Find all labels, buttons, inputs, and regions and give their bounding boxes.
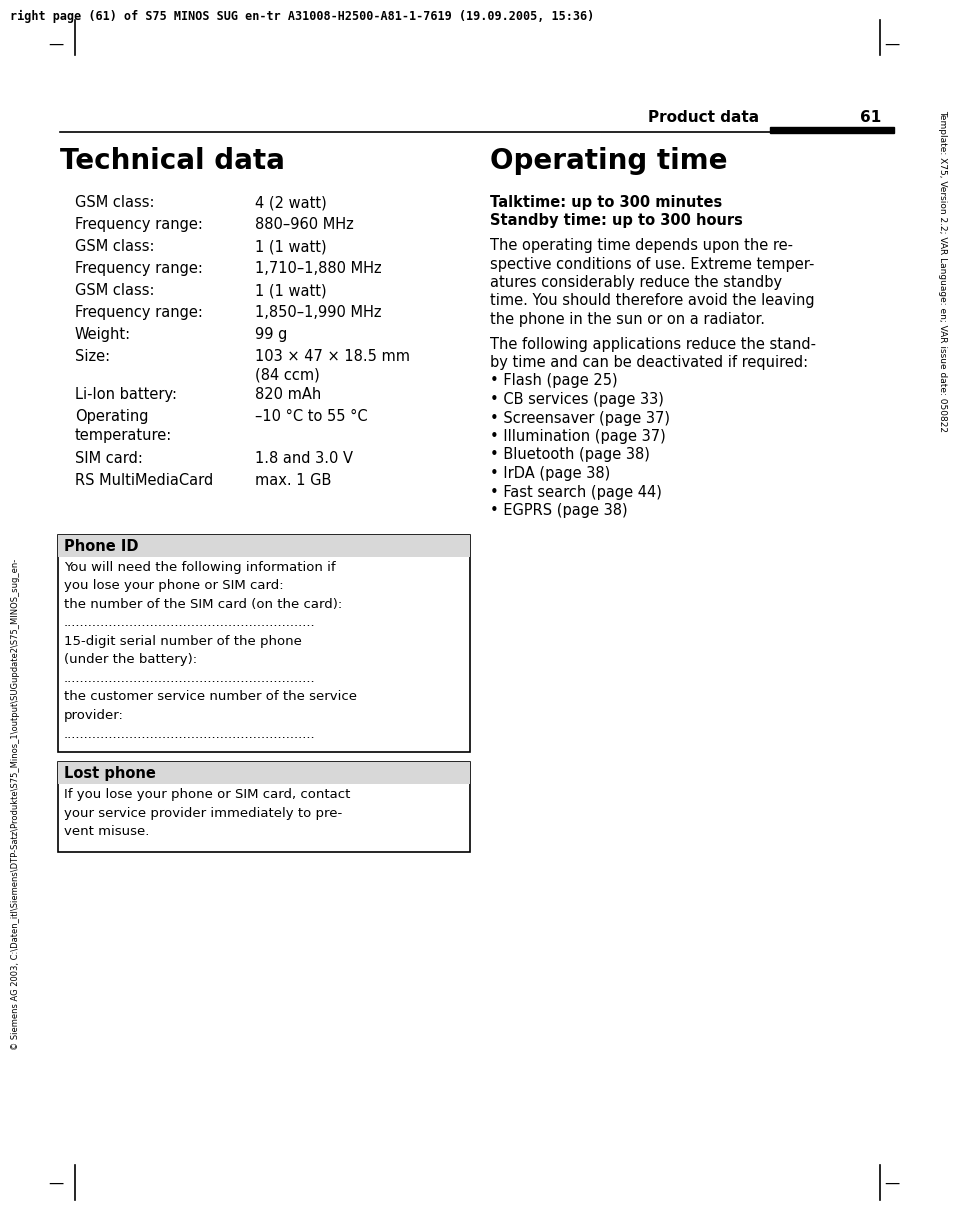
Bar: [769, 127, 893, 133]
Text: 820 mAh: 820 mAh: [254, 387, 321, 401]
Text: Frequency range:: Frequency range:: [75, 217, 203, 233]
Text: 103 × 47 × 18.5 mm
(84 ccm): 103 × 47 × 18.5 mm (84 ccm): [254, 349, 410, 383]
Text: GSM class:: GSM class:: [75, 283, 154, 297]
Text: 4 (2 watt): 4 (2 watt): [254, 195, 327, 211]
Text: time. You should therefore avoid the leaving: time. You should therefore avoid the lea…: [490, 294, 814, 308]
Text: 1,850–1,990 MHz: 1,850–1,990 MHz: [254, 305, 381, 319]
Text: You will need the following information if: You will need the following information …: [64, 561, 335, 574]
Bar: [58, 535, 470, 557]
Text: 99 g: 99 g: [254, 327, 287, 341]
Text: 61: 61: [859, 110, 881, 125]
Text: 15-digit serial number of the phone: 15-digit serial number of the phone: [64, 635, 301, 647]
Text: spective conditions of use. Extreme temper-: spective conditions of use. Extreme temp…: [490, 257, 814, 272]
Text: the phone in the sun or on a radiator.: the phone in the sun or on a radiator.: [490, 312, 764, 327]
Text: atures considerably reduce the standby: atures considerably reduce the standby: [490, 275, 781, 290]
Text: provider:: provider:: [64, 709, 124, 722]
Text: you lose your phone or SIM card:: you lose your phone or SIM card:: [64, 579, 283, 592]
Text: • IrDA (page 38): • IrDA (page 38): [490, 466, 610, 481]
Text: GSM class:: GSM class:: [75, 195, 154, 211]
Text: • Flash (page 25): • Flash (page 25): [490, 373, 617, 388]
Bar: [58, 763, 470, 852]
Text: –10 °C to 55 °C: –10 °C to 55 °C: [254, 409, 367, 424]
Text: Phone ID: Phone ID: [64, 539, 138, 554]
Text: .............................................................: ........................................…: [64, 672, 315, 685]
Text: —: —: [48, 37, 63, 51]
Text: right page (61) of S75 MINOS SUG en-tr A31008-H2500-A81-1-7619 (19.09.2005, 15:3: right page (61) of S75 MINOS SUG en-tr A…: [10, 10, 594, 23]
Text: 1.8 and 3.0 V: 1.8 and 3.0 V: [254, 450, 353, 466]
Text: Size:: Size:: [75, 349, 110, 364]
Text: the customer service number of the service: the customer service number of the servi…: [64, 690, 356, 704]
Text: • EGPRS (page 38): • EGPRS (page 38): [490, 503, 627, 518]
Text: The following applications reduce the stand-: The following applications reduce the st…: [490, 337, 815, 351]
Text: If you lose your phone or SIM card, contact: If you lose your phone or SIM card, cont…: [64, 788, 350, 800]
Text: max. 1 GB: max. 1 GB: [254, 472, 331, 488]
Text: © Siemens AG 2003, C:\Daten_itl\Siemens\DTP-Satz\Produkte\S75_Minos_1\output\SUG: © Siemens AG 2003, C:\Daten_itl\Siemens\…: [11, 558, 20, 1050]
Text: —: —: [883, 37, 899, 51]
Text: 1 (1 watt): 1 (1 watt): [254, 283, 326, 297]
Text: • Screensaver (page 37): • Screensaver (page 37): [490, 410, 669, 426]
Text: Technical data: Technical data: [60, 147, 285, 175]
Text: by time and can be deactivated if required:: by time and can be deactivated if requir…: [490, 355, 807, 370]
Text: Weight:: Weight:: [75, 327, 131, 341]
Text: .............................................................: ........................................…: [64, 617, 315, 629]
Text: 880–960 MHz: 880–960 MHz: [254, 217, 354, 233]
Text: the number of the SIM card (on the card):: the number of the SIM card (on the card)…: [64, 599, 342, 611]
Text: Lost phone: Lost phone: [64, 766, 155, 781]
Text: —: —: [883, 1175, 899, 1191]
Text: (under the battery):: (under the battery):: [64, 654, 197, 667]
Text: Frequency range:: Frequency range:: [75, 261, 203, 275]
Text: Standby time: up to 300 hours: Standby time: up to 300 hours: [490, 213, 742, 229]
Bar: [58, 535, 470, 752]
Bar: [58, 763, 470, 785]
Text: • CB services (page 33): • CB services (page 33): [490, 392, 663, 408]
Text: GSM class:: GSM class:: [75, 239, 154, 255]
Text: Product data: Product data: [647, 110, 759, 125]
Text: Talktime: up to 300 minutes: Talktime: up to 300 minutes: [490, 195, 721, 211]
Text: Operating
temperature:: Operating temperature:: [75, 409, 172, 443]
Text: • Bluetooth (page 38): • Bluetooth (page 38): [490, 448, 649, 463]
Text: • Fast search (page 44): • Fast search (page 44): [490, 485, 661, 499]
Text: The operating time depends upon the re-: The operating time depends upon the re-: [490, 237, 792, 253]
Text: Operating time: Operating time: [490, 147, 727, 175]
Text: 1,710–1,880 MHz: 1,710–1,880 MHz: [254, 261, 381, 275]
Text: • Illumination (page 37): • Illumination (page 37): [490, 428, 665, 444]
Text: Li-Ion battery:: Li-Ion battery:: [75, 387, 177, 401]
Text: SIM card:: SIM card:: [75, 450, 143, 466]
Text: RS MultiMediaCard: RS MultiMediaCard: [75, 472, 213, 488]
Text: Frequency range:: Frequency range:: [75, 305, 203, 319]
Text: your service provider immediately to pre-: your service provider immediately to pre…: [64, 807, 342, 820]
Text: .............................................................: ........................................…: [64, 727, 315, 741]
Text: Template: X75, Version 2.2; VAR Language: en; VAR issue date: 050822: Template: X75, Version 2.2; VAR Language…: [937, 110, 946, 432]
Text: —: —: [48, 1175, 63, 1191]
Text: 1 (1 watt): 1 (1 watt): [254, 239, 326, 255]
Text: vent misuse.: vent misuse.: [64, 825, 150, 838]
